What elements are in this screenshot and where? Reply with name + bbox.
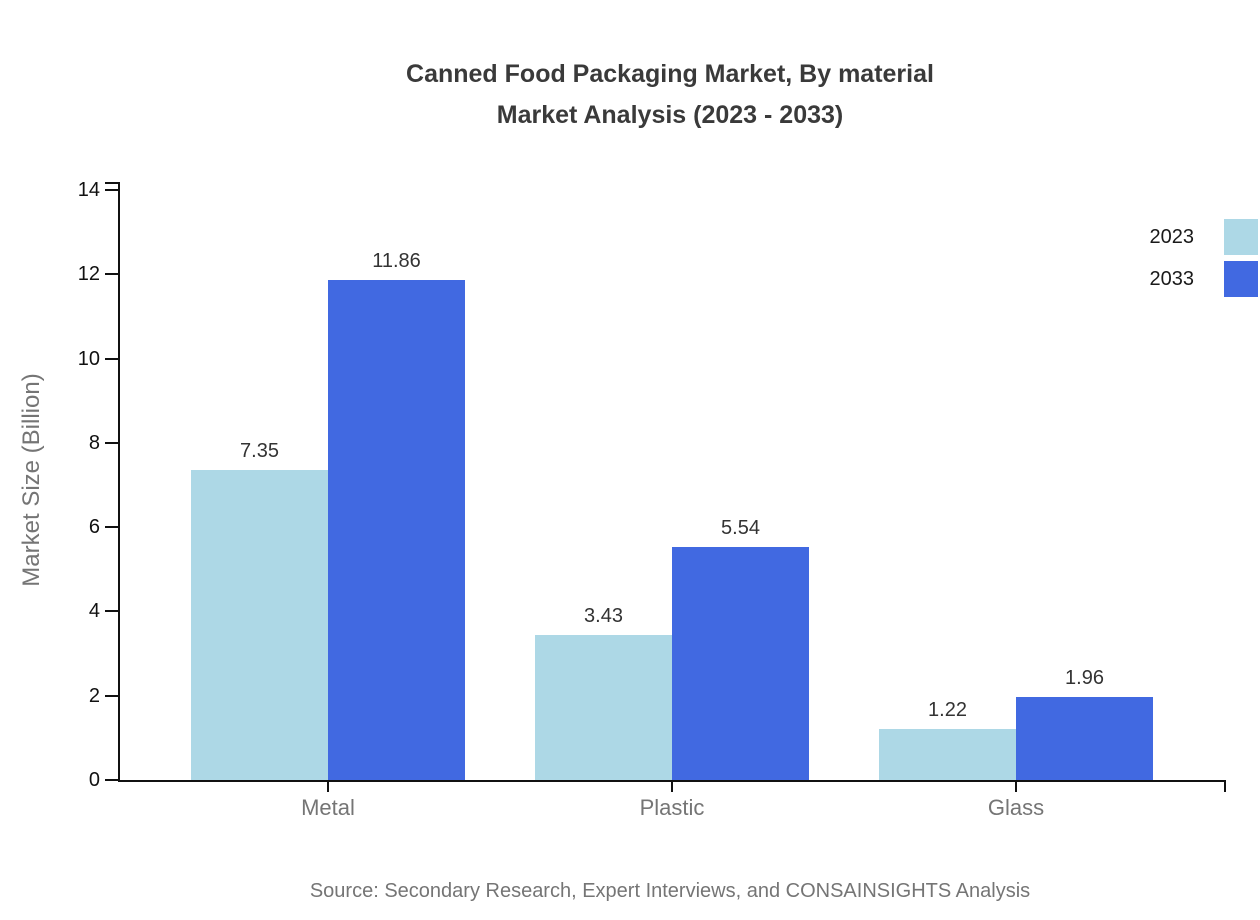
y-tick-label: 8 xyxy=(88,431,100,454)
y-tick-label: 6 xyxy=(88,516,100,539)
y-tick-mark xyxy=(105,441,118,444)
chart-title-line1: Canned Food Packaging Market, By materia… xyxy=(406,60,934,88)
y-tick-mark xyxy=(105,273,118,276)
bar-2023-plastic xyxy=(535,635,672,780)
y-tick-mark xyxy=(105,357,118,360)
x-tick-mark xyxy=(1015,780,1017,792)
y-tick-mark xyxy=(105,694,118,697)
y-tick-label: 4 xyxy=(88,600,100,623)
y-tick-mark xyxy=(105,779,118,781)
x-category-label-metal: Metal xyxy=(301,795,355,820)
bar-2033-metal xyxy=(328,280,465,780)
y-tick-label: 0 xyxy=(88,769,100,791)
value-label-2033-metal: 11.86 xyxy=(372,250,421,273)
bar-2033-plastic xyxy=(672,546,809,780)
y-tick-mark xyxy=(105,610,118,613)
source-note: Source: Secondary Research, Expert Inter… xyxy=(309,880,1031,902)
y-axis-endcap xyxy=(105,182,118,184)
y-tick-label: 14 xyxy=(77,179,100,201)
bar-2023-glass xyxy=(879,728,1016,780)
y-tick-label: 10 xyxy=(77,347,100,370)
y-tick-label: 12 xyxy=(77,263,100,286)
value-label-2023-plastic: 3.43 xyxy=(584,605,623,628)
legend-swatch-2033 xyxy=(1224,261,1258,297)
legend-swatch-2023 xyxy=(1224,219,1258,255)
x-axis-endcap xyxy=(1224,780,1226,792)
y-tick-label: 2 xyxy=(88,684,100,707)
legend-label-2033: 2033 xyxy=(1149,267,1195,290)
value-label-2033-plastic: 5.54 xyxy=(721,516,760,539)
legend: 2023 2033 xyxy=(1149,219,1258,297)
value-label-2023-glass: 1.22 xyxy=(928,698,967,721)
plot-area: 0 2 4 6 8 10 12 14 7.35 11.86 3.43 5.54 1.22 1.96 Me… xyxy=(78,179,1226,820)
y-tick-mark xyxy=(105,189,118,191)
x-category-label-glass: Glass xyxy=(987,795,1045,820)
value-label-2033-glass: 1.96 xyxy=(1065,667,1104,690)
x-category-label-plastic: Plastic xyxy=(639,795,705,820)
x-tick-mark xyxy=(671,780,673,792)
value-label-2023-metal: 7.35 xyxy=(240,440,279,463)
chart-title-line2: Market Analysis (2023 - 2033) xyxy=(496,101,844,129)
y-tick-mark xyxy=(105,526,118,529)
y-axis-title: Market Size (Billion) xyxy=(18,373,45,587)
bar-2033-glass xyxy=(1016,697,1153,780)
bar-2023-metal xyxy=(191,470,328,780)
legend-item-2033: 2033 xyxy=(1149,261,1258,297)
x-tick-mark xyxy=(327,780,329,792)
legend-label-2023: 2023 xyxy=(1149,225,1195,248)
chart-title: Canned Food Packaging Market, By materia… xyxy=(118,54,1222,136)
legend-item-2023: 2023 xyxy=(1149,219,1258,255)
